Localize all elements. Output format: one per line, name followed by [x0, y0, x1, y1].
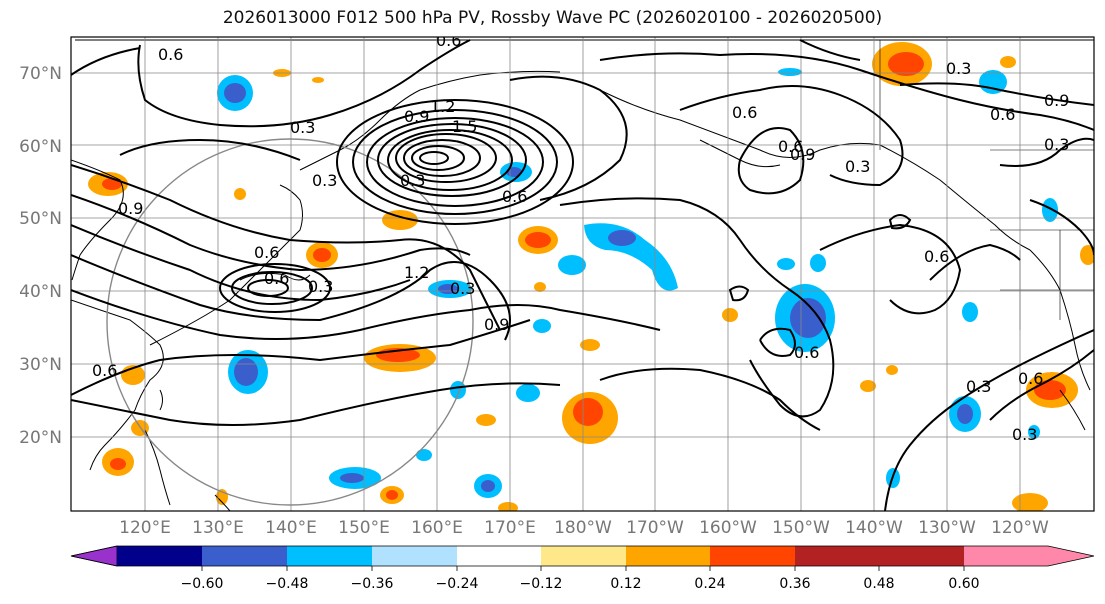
- contour-label: 0.6: [1018, 369, 1043, 388]
- pv-contours: [71, 39, 1094, 511]
- lon-label: 150°W: [772, 518, 830, 538]
- lon-label: 120°W: [991, 518, 1049, 538]
- lon-label: 150°E: [338, 518, 390, 538]
- lon-label: 160°E: [411, 518, 463, 538]
- contour-labels: 0.6 0.6 0.3 0.9 1.2 1.5 0.6 0.3 0.9 1.2 …: [92, 31, 1069, 444]
- lat-label: 20°N: [19, 428, 62, 448]
- pc-shading: [88, 42, 1094, 511]
- contour-label: 0.9: [484, 315, 509, 334]
- colorbar-tick-label: −0.48: [266, 576, 309, 592]
- contour-label: 0.3: [400, 171, 425, 190]
- lon-label: 140°E: [265, 518, 317, 538]
- contour-label: 0.3: [1012, 425, 1037, 444]
- contour-label: 0.3: [312, 171, 337, 190]
- contour-label: 0.6: [264, 269, 289, 288]
- lat-label: 50°N: [19, 209, 62, 229]
- colorbar-tick-label: 0.60: [948, 576, 979, 592]
- lon-label: 140°W: [845, 518, 903, 538]
- colorbar-tick-label: −0.24: [436, 576, 479, 592]
- lon-labels: 120°E 130°E 140°E 150°E 160°E 170°E 180°…: [119, 518, 1049, 538]
- contour-label: 0.6: [990, 105, 1015, 124]
- lat-label: 70°N: [19, 64, 62, 84]
- lon-label: 180°W: [554, 518, 612, 538]
- colorbar-segment: [372, 546, 457, 566]
- lat-label: 30°N: [19, 355, 62, 375]
- contour-label: 0.3: [450, 279, 475, 298]
- colorbar-segment: [710, 546, 795, 566]
- lon-label: 130°E: [192, 518, 244, 538]
- colorbar-tick-label: 0.36: [779, 576, 810, 592]
- colorbar-segment: [795, 546, 879, 566]
- lon-label: 160°W: [699, 518, 757, 538]
- colorbar-segment: [541, 546, 626, 566]
- contour-label: 0.3: [308, 277, 333, 296]
- contour-label: 1.2: [430, 97, 455, 116]
- contour-label: 0.6: [924, 247, 949, 266]
- colorbar-tick-label: −0.60: [181, 576, 224, 592]
- colorbar-outline: [70, 545, 1095, 567]
- colorbar-tick-label: 0.24: [694, 576, 725, 592]
- colorbar-segment: [117, 546, 202, 566]
- contour-label: 0.3: [845, 157, 870, 176]
- contour-label: 0.6: [794, 343, 819, 362]
- contour-label: 0.3: [966, 377, 991, 396]
- contour-label: 0.6: [158, 45, 183, 64]
- colorbar-segment: [287, 546, 372, 566]
- contour-label: 0.9: [118, 199, 143, 218]
- colorbar-tick-label: −0.12: [520, 576, 563, 592]
- contour-label: 0.6: [778, 137, 803, 156]
- contour-label: 1.2: [404, 263, 429, 282]
- lat-label: 60°N: [19, 137, 62, 157]
- colorbar-segment: [202, 546, 287, 566]
- colorbar-tick-label: 0.12: [610, 576, 641, 592]
- lon-label: 120°E: [119, 518, 171, 538]
- contour-label: 0.3: [1044, 135, 1069, 154]
- map-title: 2026013000 F012 500 hPa PV, Rossby Wave …: [222, 8, 883, 28]
- colorbar-tick-label: −0.36: [351, 576, 394, 592]
- colorbar-tick-label: 0.48: [863, 576, 894, 592]
- contour-label: 0.6: [436, 31, 461, 50]
- contour-label: 1.5: [452, 117, 477, 136]
- lat-labels: 70°N 60°N 50°N 40°N 30°N 20°N: [19, 64, 62, 448]
- lon-label: 170°W: [626, 518, 684, 538]
- contour-label: 0.6: [254, 243, 279, 262]
- lon-label: 130°W: [918, 518, 976, 538]
- contour-label: 0.6: [502, 187, 527, 206]
- contour-label: 0.9: [1044, 91, 1069, 110]
- colorbar-segment: [879, 546, 964, 566]
- map-frame: [70, 36, 1095, 512]
- contour-label: 0.3: [946, 59, 971, 78]
- colorbar: −0.60 −0.48 −0.36 −0.24 −0.12 0.12 0.24 …: [70, 545, 1095, 592]
- contour-label: 0.9: [404, 107, 429, 126]
- contour-label: 0.6: [732, 103, 757, 122]
- contour-label: 0.9: [790, 145, 815, 164]
- colorbar-extend-low: [70, 545, 118, 567]
- lon-label: 170°E: [484, 518, 536, 538]
- colorbar-ticks: [201, 566, 965, 571]
- lat-label: 40°N: [19, 282, 62, 302]
- colorbar-segment: [457, 546, 541, 566]
- range-circle: [106, 138, 474, 506]
- contour-label: 0.6: [92, 361, 117, 380]
- contour-label: 0.3: [290, 118, 315, 137]
- colorbar-segment: [626, 546, 710, 566]
